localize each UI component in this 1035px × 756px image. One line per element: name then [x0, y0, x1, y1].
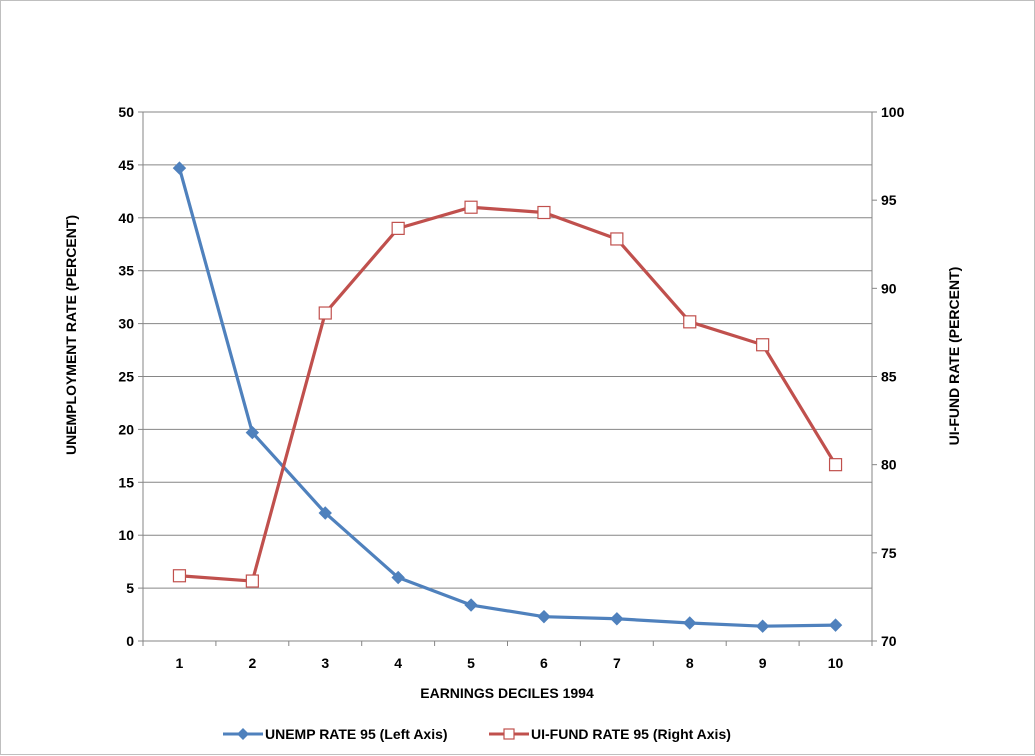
data-point	[391, 570, 405, 585]
legend-item-uifund: UI-FUND RATE 95 (Right Axis)	[489, 726, 731, 742]
data-point	[756, 338, 770, 352]
data-point	[828, 458, 843, 472]
data-point	[755, 619, 770, 633]
legend-item-unemp: UNEMP RATE 95 (Left Axis)	[223, 726, 448, 742]
legend-label-unemp: UNEMP RATE 95 (Left Axis)	[265, 726, 448, 742]
left-tick-label: 40	[118, 210, 134, 226]
left-tick-label: 20	[118, 421, 134, 437]
data-point	[172, 161, 187, 175]
gridlines	[143, 111, 872, 642]
left-tick-label: 45	[118, 157, 134, 173]
data-point	[464, 598, 478, 612]
data-point	[172, 569, 187, 583]
data-point	[318, 506, 332, 520]
data-point	[464, 200, 478, 214]
data-point	[610, 612, 624, 626]
data-point	[683, 315, 697, 329]
right-tick-label: 80	[881, 457, 897, 473]
series-unemp-rate	[172, 161, 843, 633]
x-tick-label: 10	[828, 655, 844, 671]
left-tick-label: 0	[126, 633, 134, 649]
x-tick-label: 6	[540, 655, 548, 671]
x-tick-label: 4	[394, 655, 402, 671]
data-point	[610, 232, 624, 246]
x-tick-label: 5	[467, 655, 475, 671]
series-ui-fund-rate	[172, 200, 843, 588]
series-line	[179, 205, 837, 583]
x-tick-label: 2	[248, 655, 256, 671]
data-point	[245, 425, 260, 440]
x-tick-label: 8	[686, 655, 694, 671]
x-tick-label: 3	[321, 655, 329, 671]
data-point	[537, 205, 551, 220]
left-tick-label: 50	[118, 104, 134, 120]
right-tick-label: 70	[881, 633, 897, 649]
data-point	[245, 574, 259, 588]
x-tick-label: 7	[613, 655, 621, 671]
left-axis-ticks: 0 5 10 15 20 25 30 35 40 45 50	[118, 104, 143, 649]
right-tick-label: 75	[881, 545, 897, 561]
legend: UNEMP RATE 95 (Left Axis) UI-FUND RATE 9…	[223, 726, 731, 742]
left-tick-label: 5	[126, 580, 134, 596]
right-tick-label: 95	[881, 192, 897, 208]
left-tick-label: 10	[118, 527, 134, 543]
legend-label-uifund: UI-FUND RATE 95 (Right Axis)	[531, 726, 731, 742]
legend-marker-uifund	[503, 728, 515, 740]
left-tick-label: 15	[118, 474, 134, 490]
right-tick-label: 85	[881, 369, 897, 385]
data-point	[391, 221, 405, 235]
right-tick-label: 90	[881, 280, 897, 296]
x-axis-ticks: 1 2 3 4 5 6 7 8 9 10	[142, 641, 873, 671]
left-tick-label: 30	[118, 316, 134, 332]
left-tick-label: 25	[118, 369, 134, 385]
legend-marker-unemp	[237, 728, 249, 740]
series-line	[177, 167, 836, 628]
series-layer	[172, 161, 843, 633]
left-axis-title: UNEMPLOYMENT RATE (PERCENT)	[63, 215, 79, 455]
data-point	[828, 618, 843, 632]
data-point	[537, 609, 551, 624]
data-point	[683, 616, 697, 630]
x-axis-title: EARNINGS DECILES 1994	[420, 685, 594, 701]
x-tick-label: 1	[176, 655, 184, 671]
left-tick-label: 35	[118, 263, 134, 279]
right-axis-title: UI-FUND RATE (PERCENT)	[946, 267, 962, 446]
right-axis-ticks: 70 75 80 85 90 95 100	[872, 104, 905, 649]
data-point	[318, 306, 332, 320]
right-tick-label: 100	[881, 104, 905, 120]
x-tick-label: 9	[759, 655, 767, 671]
